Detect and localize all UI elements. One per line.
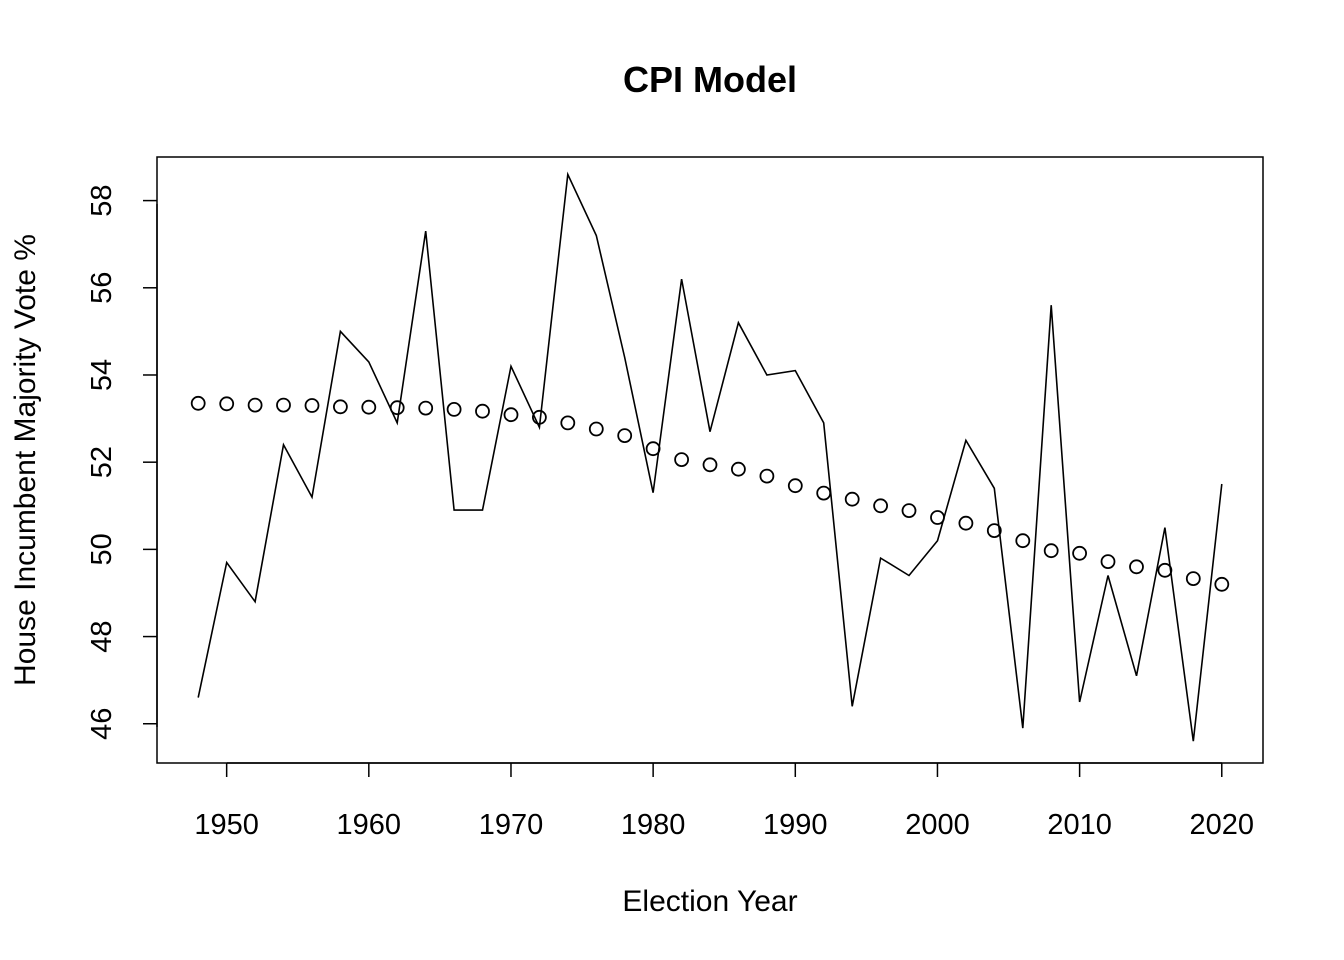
- data-point: [731, 461, 746, 477]
- data-point: [787, 478, 803, 494]
- data-point: [1214, 576, 1230, 592]
- data-point: [332, 399, 348, 415]
- y-tick-label: 52: [86, 446, 118, 478]
- data-point: [873, 498, 888, 514]
- x-tick-label: 2010: [1047, 809, 1112, 841]
- y-axis-label: House Incumbent Majority Vote %: [9, 234, 42, 686]
- chart-title: CPI Model: [623, 59, 797, 100]
- data-point: [304, 398, 320, 413]
- data-point: [532, 409, 547, 425]
- data-point: [276, 397, 291, 413]
- data-point: [1129, 559, 1144, 575]
- y-tick-label: 54: [86, 359, 118, 391]
- x-tick-label: 1980: [621, 809, 686, 841]
- data-point: [1015, 533, 1031, 549]
- x-tick-label: 1950: [194, 809, 259, 841]
- y-ticks: 46 48 50 52 54 56 58: [86, 184, 157, 740]
- data-point: [844, 491, 860, 507]
- y-tick-label: 58: [86, 184, 118, 216]
- plot-area-frame: [156, 156, 1264, 764]
- data-point: [1072, 545, 1087, 561]
- data-point: [1100, 554, 1116, 569]
- data-point: [901, 503, 917, 519]
- data-point: [588, 421, 604, 437]
- x-axis-label: Election Year: [622, 885, 797, 918]
- data-point: [503, 407, 519, 423]
- series-line: [197, 171, 1223, 742]
- data-point: [958, 515, 974, 531]
- data-point: [446, 401, 462, 417]
- x-ticks: 1950 1960 1970 1980 1990 2000 2010 2020: [194, 763, 1254, 841]
- data-point: [617, 428, 633, 444]
- data-point: [389, 400, 405, 416]
- x-tick-label: 1990: [763, 809, 828, 841]
- data-point: [475, 403, 490, 419]
- series-points: [190, 395, 1230, 592]
- data-point: [645, 441, 661, 457]
- x-tick-label: 2020: [1190, 809, 1255, 841]
- data-point: [702, 457, 718, 473]
- x-tick-label: 1970: [479, 809, 544, 841]
- data-point: [759, 468, 775, 484]
- data-point: [1157, 562, 1173, 578]
- data-point: [1043, 543, 1059, 559]
- data-point: [219, 396, 235, 412]
- data-point: [190, 395, 206, 411]
- data-point: [816, 485, 832, 501]
- y-tick-label: 56: [86, 272, 118, 304]
- x-tick-label: 2000: [905, 809, 970, 841]
- x-tick-label: 1960: [337, 809, 402, 841]
- data-point: [674, 452, 689, 468]
- y-tick-label: 46: [86, 708, 118, 740]
- data-point: [418, 400, 434, 416]
- data-point: [247, 397, 263, 413]
- data-point: [560, 415, 576, 431]
- data-point: [986, 523, 1002, 538]
- series-line-path: [197, 171, 1223, 742]
- data-point: [361, 399, 377, 415]
- data-point: [930, 510, 945, 525]
- y-tick-label: 48: [86, 620, 118, 652]
- data-point: [1185, 571, 1201, 586]
- y-tick-label: 50: [86, 533, 118, 565]
